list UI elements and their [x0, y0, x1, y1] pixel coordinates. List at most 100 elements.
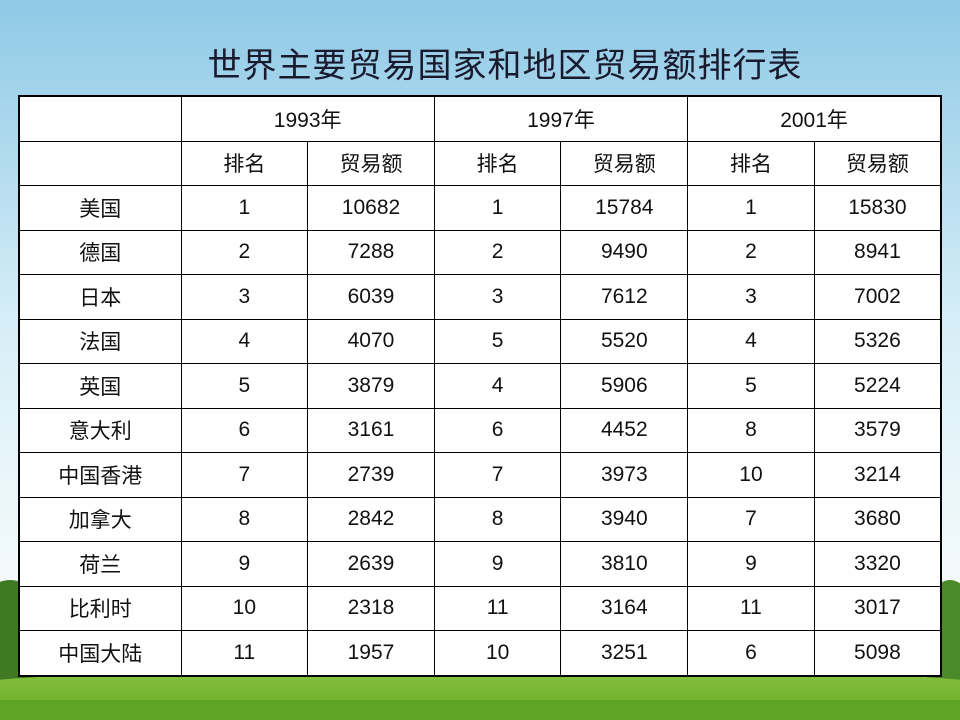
value-cell: 6039	[307, 274, 435, 320]
value-cell: 3810	[560, 541, 689, 587]
value-cell: 5	[180, 363, 309, 409]
value-cell: 3320	[813, 541, 942, 587]
table: 1993年 1997年 2001年 排名 贸易额 排名 贸易额 排名 贸易额 美国 1 10682 1 1…	[18, 95, 942, 677]
value-cell: 10	[180, 585, 309, 632]
value-cell: 6	[687, 630, 815, 677]
value-cell: 5098	[813, 630, 942, 677]
value-cell: 10	[433, 630, 562, 677]
value-cell: 8941	[813, 229, 942, 276]
region-cell: 德国	[18, 229, 182, 276]
value-cell: 5224	[813, 363, 942, 409]
data-row: 比利时 10 2318 11 3164 11 3017	[18, 585, 942, 632]
value-cell: 3	[433, 274, 562, 320]
value-cell: 3214	[813, 452, 942, 498]
data-row: 日本 3 6039 3 7612 3 7002	[18, 274, 942, 320]
value-cell: 7	[687, 496, 815, 543]
value-cell: 3	[687, 274, 815, 320]
value-cell: 4	[180, 318, 309, 365]
value-cell: 15784	[560, 185, 689, 231]
year-header: 1993年	[180, 95, 435, 142]
year-header: 2001年	[687, 95, 942, 142]
sub-header: 贸易额	[813, 140, 942, 187]
data-row: 加拿大 8 2842 8 3940 7 3680	[18, 496, 942, 543]
value-cell: 3164	[560, 585, 689, 632]
data-row: 英国 5 3879 4 5906 5 5224	[18, 363, 942, 409]
value-cell: 2739	[307, 452, 435, 498]
value-cell: 3161	[307, 407, 435, 454]
sub-header: 排名	[433, 140, 562, 187]
value-cell: 8	[687, 407, 815, 454]
header-row: 排名 贸易额 排名 贸易额 排名 贸易额	[18, 140, 942, 187]
value-cell: 7612	[560, 274, 689, 320]
value-cell: 2842	[307, 496, 435, 543]
empty-cell	[18, 140, 182, 187]
region-cell: 意大利	[18, 407, 182, 454]
value-cell: 15830	[813, 185, 942, 231]
value-cell: 5	[433, 318, 562, 365]
value-cell: 3	[180, 274, 309, 320]
sub-header: 贸易额	[560, 140, 689, 187]
region-cell: 美国	[18, 185, 182, 231]
value-cell: 7	[180, 452, 309, 498]
sub-header: 贸易额	[307, 140, 435, 187]
year-header: 1997年	[433, 95, 689, 142]
region-cell: 法国	[18, 318, 182, 365]
value-cell: 5520	[560, 318, 689, 365]
title: 世界主要贸易国家和地区贸易额排行表	[207, 47, 803, 85]
value-cell: 3940	[560, 496, 689, 543]
value-cell: 9	[180, 541, 309, 587]
value-cell: 8	[433, 496, 562, 543]
value-cell: 1	[180, 185, 309, 231]
data-row: 德国 2 7288 2 9490 2 8941	[18, 229, 942, 276]
grass	[0, 700, 960, 720]
value-cell: 4	[687, 318, 815, 365]
region-cell: 加拿大	[18, 496, 182, 543]
value-cell: 3680	[813, 496, 942, 543]
region-cell: 日本	[18, 274, 182, 320]
value-cell: 9	[687, 541, 815, 587]
data-row: 法国 4 4070 5 5520 4 5326	[18, 318, 942, 365]
value-cell: 2	[687, 229, 815, 276]
value-cell: 4	[433, 363, 562, 409]
value-cell: 4070	[307, 318, 435, 365]
value-cell: 9	[433, 541, 562, 587]
sub-header: 排名	[687, 140, 815, 187]
value-cell: 10	[687, 452, 815, 498]
value-cell: 5326	[813, 318, 942, 365]
table-body: 1993年 1997年 2001年 排名 贸易额 排名 贸易额 排名 贸易额 美国 1 10682 1 1…	[18, 95, 942, 677]
region-cell: 中国大陆	[18, 630, 182, 677]
data-row: 美国 1 10682 1 15784 1 15830	[18, 185, 942, 231]
value-cell: 3973	[560, 452, 689, 498]
value-cell: 1957	[307, 630, 435, 677]
value-cell: 3251	[560, 630, 689, 677]
value-cell: 6	[433, 407, 562, 454]
value-cell: 2318	[307, 585, 435, 632]
value-cell: 4452	[560, 407, 689, 454]
value-cell: 5906	[560, 363, 689, 409]
region-cell: 荷兰	[18, 541, 182, 587]
value-cell: 2639	[307, 541, 435, 587]
value-cell: 3879	[307, 363, 435, 409]
value-cell: 11	[687, 585, 815, 632]
region-cell: 中国香港	[18, 452, 182, 498]
data-row: 荷兰 9 2639 9 3810 9 3320	[18, 541, 942, 587]
value-cell: 1	[433, 185, 562, 231]
value-cell: 5	[687, 363, 815, 409]
value-cell: 1	[687, 185, 815, 231]
value-cell: 10682	[307, 185, 435, 231]
value-cell: 11	[180, 630, 309, 677]
data-row: 意大利 6 3161 6 4452 8 3579	[18, 407, 942, 454]
value-cell: 2	[433, 229, 562, 276]
value-cell: 8	[180, 496, 309, 543]
value-cell: 2	[180, 229, 309, 276]
value-cell: 3579	[813, 407, 942, 454]
value-cell: 9490	[560, 229, 689, 276]
region-cell: 英国	[18, 363, 182, 409]
value-cell: 11	[433, 585, 562, 632]
value-cell: 3017	[813, 585, 942, 632]
header-row: 1993年 1997年 2001年	[18, 95, 942, 142]
data-row: 中国大陆 11 1957 10 3251 6 5098	[18, 630, 942, 677]
value-cell: 6	[180, 407, 309, 454]
data-row: 中国香港 7 2739 7 3973 10 3214	[18, 452, 942, 498]
